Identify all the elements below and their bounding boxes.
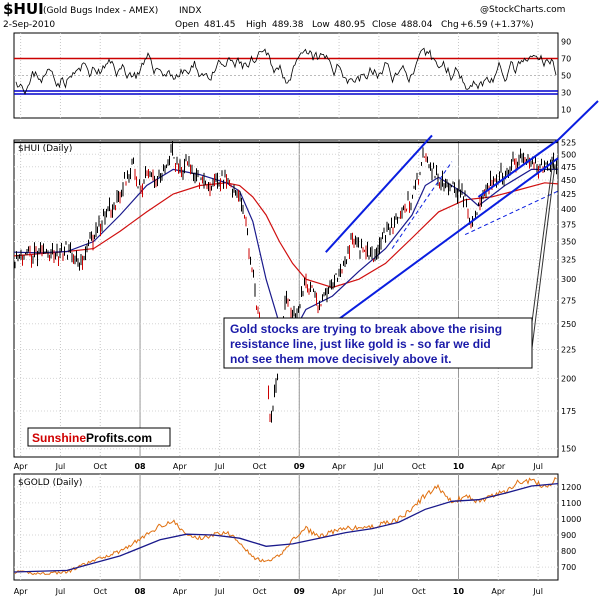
hui-y-tick-label: 400 <box>561 205 576 214</box>
annotation-pointer <box>531 164 556 349</box>
hui-y-tick-label: 450 <box>561 176 576 185</box>
header-open-label: Open <box>175 20 199 30</box>
gold-x-tick-label: 08 <box>134 587 146 596</box>
hui-y-tick-label: 225 <box>561 346 576 355</box>
hui-y-tick-label: 325 <box>561 256 576 265</box>
hui-y-tick-label: 175 <box>561 407 576 416</box>
momentum-line <box>15 47 557 95</box>
hui-y-tick-label: 525 <box>561 138 576 147</box>
header-exchange: INDX <box>179 6 201 16</box>
header-name: (Gold Bugs Index - AMEX) <box>43 6 158 16</box>
gold-x-tick-label: Apr <box>491 587 506 596</box>
trend-line-solid <box>331 157 559 325</box>
hui-y-tick-label: 250 <box>561 320 576 329</box>
momentum-y-tick-label: 30 <box>561 89 571 98</box>
momentum-y-tick-label: 50 <box>561 72 571 81</box>
header-symbol: $HUI <box>3 0 44 18</box>
trend-line-dashed <box>391 161 453 249</box>
gold-x-tick-label: Jul <box>373 587 384 596</box>
gold-ma-line <box>13 482 559 573</box>
header-high-value: 489.38 <box>272 20 304 30</box>
trend-line-extension <box>557 100 599 141</box>
hui-x-tick-label: Jul <box>532 462 543 471</box>
gold-x-tick-label: Apr <box>173 587 188 596</box>
hui-legend: $HUI (Daily) <box>18 144 72 154</box>
gold-y-tick-label: 1200 <box>561 483 581 492</box>
hui-y-tick-label: 300 <box>561 275 576 284</box>
momentum-series <box>14 47 558 95</box>
annotation-line-2: resistance line, just like gold is - so … <box>230 337 491 351</box>
hui-x-tick-label: Jul <box>214 462 225 471</box>
momentum-y-tick-label: 70 <box>561 55 571 64</box>
brand-frame <box>27 427 171 447</box>
gold-y-tick-label: 800 <box>561 547 576 556</box>
header-date: 2-Sep-2010 <box>3 20 55 30</box>
hui-price-bars <box>14 141 557 423</box>
hui-x-tick-label: Oct <box>93 462 107 471</box>
hui-y-tick-label: 475 <box>561 163 576 172</box>
gold-x-tick-label: Apr <box>332 587 347 596</box>
gold-y-tick-label: 900 <box>561 531 576 540</box>
hui-ma-long-line <box>13 182 559 289</box>
annotation-frame <box>223 317 533 369</box>
momentum-y-tick-label: 90 <box>561 38 571 47</box>
hui-x-tick-label: Jul <box>373 462 384 471</box>
hui-y-tick-label: 275 <box>561 296 576 305</box>
header-chg-label: Chg <box>441 20 459 30</box>
brand-logo: SunshineProfits.com <box>27 427 171 447</box>
hui-x-tick-label: Apr <box>491 462 506 471</box>
gold-legend: $GOLD (Daily) <box>18 478 82 488</box>
gold-y-tick-label: 1100 <box>561 499 581 508</box>
hui-x-tick-label: 09 <box>294 462 306 471</box>
annotation-box: Gold stocks are trying to break above th… <box>223 317 533 369</box>
hui-x-tick-label: 08 <box>134 462 146 471</box>
gold-series <box>13 476 559 576</box>
hui-y-tick-label: 500 <box>561 150 576 159</box>
momentum-y-tick-label: 10 <box>561 106 571 115</box>
hui-x-tick-label: Apr <box>14 462 29 471</box>
gold-y-tick-label: 700 <box>561 563 576 572</box>
trend-line-solid <box>325 134 433 253</box>
hui-x-tick-label: 10 <box>453 462 465 471</box>
hui-x-tick-label: Apr <box>332 462 347 471</box>
gold-x-tick-label: Apr <box>14 587 29 596</box>
hui-x-tick-label: Jul <box>55 462 66 471</box>
hui-y-tick-label: 350 <box>561 237 576 246</box>
gold-panel-frame <box>13 473 559 581</box>
hui-trend-lines <box>14 100 599 349</box>
gold-y-tick-label: 1000 <box>561 515 581 524</box>
annotation-line-3: not see them move decisively above it. <box>230 352 451 366</box>
gold-x-tick-label: Oct <box>253 587 267 596</box>
brand-logo-text: SunshineProfits.com <box>32 431 152 445</box>
header-source: @StockCharts.com <box>480 5 565 15</box>
hui-x-tick-label: Oct <box>253 462 267 471</box>
header-close-label: Close <box>372 20 397 30</box>
gold-x-tick-label: 10 <box>453 587 465 596</box>
hui-y-tick-label: 200 <box>561 374 576 383</box>
trend-line-dashed <box>464 190 559 236</box>
header-chg-value: +6.59 (+1.37%) <box>460 20 534 30</box>
hui-y-tick-label: 425 <box>561 190 576 199</box>
hui-y-tick-label: 375 <box>561 221 576 230</box>
gold-x-tick-label: Oct <box>412 587 426 596</box>
gold-x-tick-label: Jul <box>214 587 225 596</box>
axis-labels: 525 500 475 450 425 400 375 350 325 300 275 250 225 2… <box>14 38 582 597</box>
header-close-value: 488.04 <box>401 20 433 30</box>
trend-line-solid <box>477 139 559 198</box>
gold-price-line <box>14 476 557 576</box>
header-low-value: 480.95 <box>334 20 366 30</box>
gold-x-tick-label: Jul <box>55 587 66 596</box>
annotation-line-1: Gold stocks are trying to break above th… <box>230 322 502 336</box>
header-open-value: 481.45 <box>204 20 236 30</box>
header-high-label: High <box>246 20 267 30</box>
gold-x-tick-label: 09 <box>294 587 306 596</box>
hui-x-tick-label: Oct <box>412 462 426 471</box>
hui-y-tick-label: 150 <box>561 445 576 454</box>
gold-x-tick-label: Oct <box>93 587 107 596</box>
hui-x-tick-label: Apr <box>173 462 188 471</box>
annotation-pointer <box>531 160 554 323</box>
gold-x-tick-label: Jul <box>532 587 543 596</box>
header-low-label: Low <box>312 20 330 30</box>
